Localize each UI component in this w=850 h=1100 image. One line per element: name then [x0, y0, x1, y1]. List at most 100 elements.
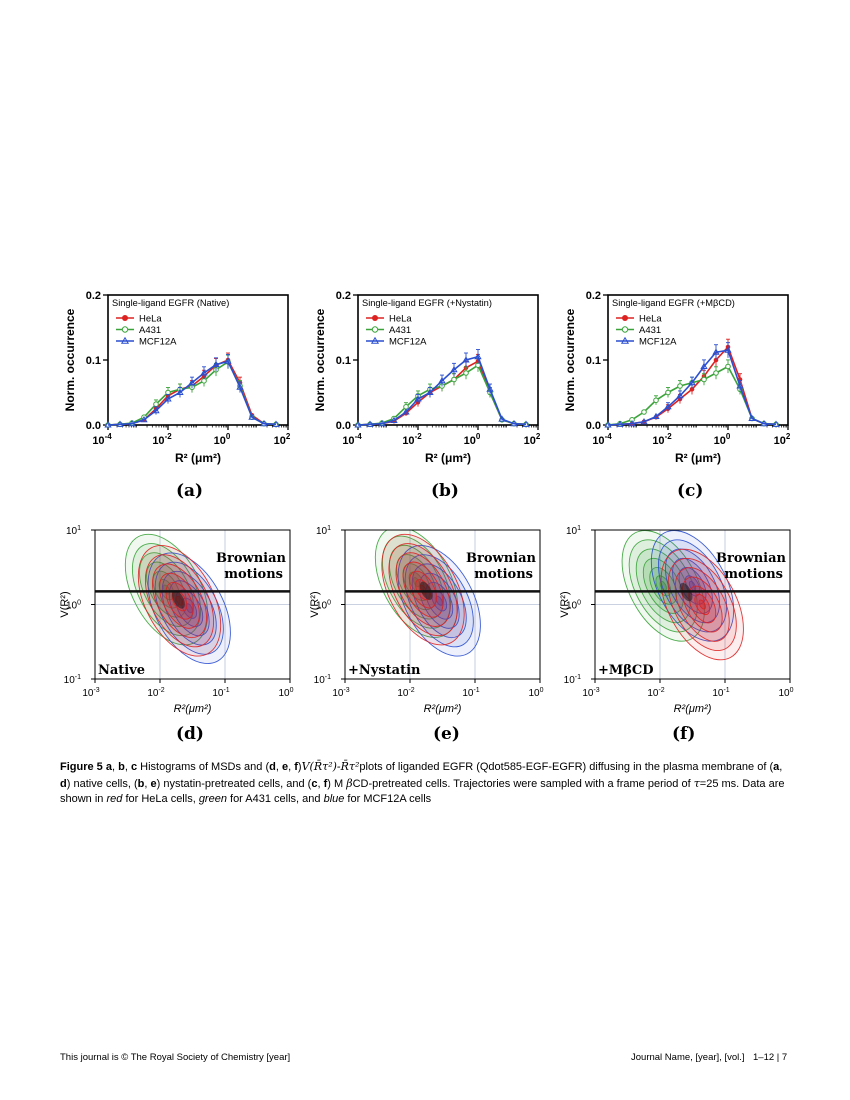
x-tick-label: 102 — [274, 432, 291, 447]
point-mcf12a — [486, 385, 494, 392]
point-a431 — [677, 383, 683, 389]
contour-mcf12a — [397, 544, 481, 657]
legend-label: MCF12A — [639, 337, 677, 348]
legend-marker-a431 — [621, 326, 629, 333]
histogram-chart-a: 0.0 0.1 0.2 10-4 10-2 100 102 Norm. occurrence R… — [63, 290, 291, 465]
point-mcf12a — [414, 395, 422, 402]
point-a431 — [451, 376, 457, 383]
caption-math: V(R̄τ²)-R̄τ² — [301, 760, 360, 773]
x-tick-label: 10-2 — [397, 687, 414, 699]
contour-group — [374, 530, 481, 657]
condition-label: Native — [98, 663, 145, 678]
panel-d: Brownian motions Native 10-1 100 101 10-3 10-2 1… — [55, 520, 300, 720]
x-tick-label: 10-4 — [592, 432, 612, 447]
x-tick-label: 10-1 — [712, 687, 729, 699]
y-tick-label: 0.2 — [586, 290, 601, 302]
brownian-label-line1: Brownian — [216, 551, 287, 566]
point-mcf12a — [724, 346, 732, 353]
point-a431 — [713, 370, 719, 376]
point-mcf12a — [474, 352, 482, 360]
y-tick-label: 0.0 — [586, 420, 601, 432]
legend-label: A431 — [139, 325, 161, 336]
legend-label: HeLa — [139, 314, 162, 325]
histogram-chart-c: 0.0 0.1 0.2 10-4 10-2 100 102 Norm. occurrence R… — [563, 290, 791, 465]
panel-f: Brownian motions +MβCD 10-1 100 101 10-3 10-2 10… — [555, 520, 800, 720]
point-mcf12a — [510, 419, 518, 427]
point-a431 — [629, 417, 635, 423]
contour-mcf12a — [665, 548, 720, 624]
brownian-label-line1: Brownian — [466, 551, 537, 566]
contour-mcf12a — [435, 595, 443, 606]
point-hela — [713, 357, 719, 363]
footer-left: This journal is © The Royal Society of C… — [60, 1052, 291, 1063]
plot-frame — [107, 294, 289, 426]
condition-label: +MβCD — [598, 663, 654, 678]
condition-label: +Nystatin — [348, 663, 421, 678]
point-mcf12a — [652, 412, 660, 420]
contour-group — [621, 530, 744, 661]
point-mcf12a — [628, 419, 636, 427]
y-tick-label: 101 — [316, 525, 331, 537]
contour-hela — [688, 585, 717, 624]
panel-a: 0.0 0.1 0.2 10-4 10-2 100 102 Norm. occurrence R… — [60, 280, 300, 480]
point-mcf12a — [140, 416, 148, 423]
contour-hela — [698, 599, 706, 610]
point-mcf12a — [236, 383, 244, 390]
panel-e: Brownian motions +Nystatin 10-1 100 101 10-3 10… — [305, 520, 550, 720]
x-tick-label: 10-3 — [332, 687, 349, 699]
point-mcf12a — [366, 420, 374, 427]
x-tick-label: 102 — [774, 432, 791, 447]
x-tick-label: 10-1 — [212, 687, 229, 699]
x-tick-label: 10-2 — [147, 687, 164, 699]
y-tick-label: 0.0 — [86, 420, 101, 432]
point-mcf12a — [104, 421, 112, 428]
x-tick-label: 100 — [278, 687, 293, 699]
contour-mcf12a — [650, 530, 735, 642]
y-tick-label: 0.1 — [86, 355, 101, 367]
panel-label-c: (c) — [677, 481, 704, 501]
panel-label-e: (e) — [433, 724, 460, 744]
point-mcf12a — [748, 414, 756, 421]
legend-marker-hela — [122, 315, 128, 321]
x-tick-label: 100 — [464, 432, 481, 447]
panel-c: 0.0 0.1 0.2 10-4 10-2 100 102 Norm. occurrence R… — [560, 280, 800, 480]
brownian-label-line2: motions — [474, 567, 533, 582]
point-mcf12a — [772, 420, 780, 427]
panel-b: 0.0 0.1 0.2 10-4 10-2 100 102 Norm. occurrence R… — [310, 280, 550, 480]
point-mcf12a — [450, 365, 458, 373]
point-mcf12a — [640, 417, 648, 425]
y-tick-label: 0.1 — [336, 355, 351, 367]
point-mcf12a — [760, 419, 768, 427]
legend-label: HeLa — [639, 314, 662, 325]
panel-label-d: (d) — [176, 724, 204, 744]
x-tick-label: 10-2 — [402, 432, 422, 447]
point-mcf12a — [676, 391, 684, 399]
point-mcf12a — [200, 369, 208, 376]
y-axis-label: V(R²) — [59, 591, 71, 617]
point-mcf12a — [616, 420, 624, 427]
point-mcf12a — [604, 421, 612, 428]
x-tick-label: 100 — [714, 432, 731, 447]
point-mcf12a — [664, 403, 672, 410]
legend-marker-mcf12a — [620, 336, 630, 344]
y-axis-label: Norm. occurrence — [63, 308, 77, 411]
legend-marker-a431 — [371, 326, 379, 333]
x-tick-label: 10-2 — [647, 687, 664, 699]
x-tick-label: 100 — [778, 687, 793, 699]
y-axis-label: Norm. occurrence — [563, 308, 577, 411]
point-a431 — [701, 376, 707, 383]
panel-label-b: (b) — [431, 481, 459, 501]
x-tick-label: 10-3 — [582, 687, 599, 699]
x-axis-label: R² (μm²) — [675, 451, 721, 465]
legend-marker-hela — [622, 315, 628, 321]
caption-figure-number: Figure 5 — [60, 761, 103, 773]
point-mcf12a — [188, 378, 196, 386]
point-mcf12a — [736, 382, 744, 389]
y-tick-label: 10-1 — [564, 674, 581, 686]
footer-right: Journal Name, [year], [vol.] — [631, 1052, 745, 1063]
point-mcf12a — [354, 421, 362, 428]
legend-label: A431 — [389, 325, 411, 336]
point-mcf12a — [700, 362, 708, 369]
x-tick-label: 100 — [214, 432, 231, 447]
